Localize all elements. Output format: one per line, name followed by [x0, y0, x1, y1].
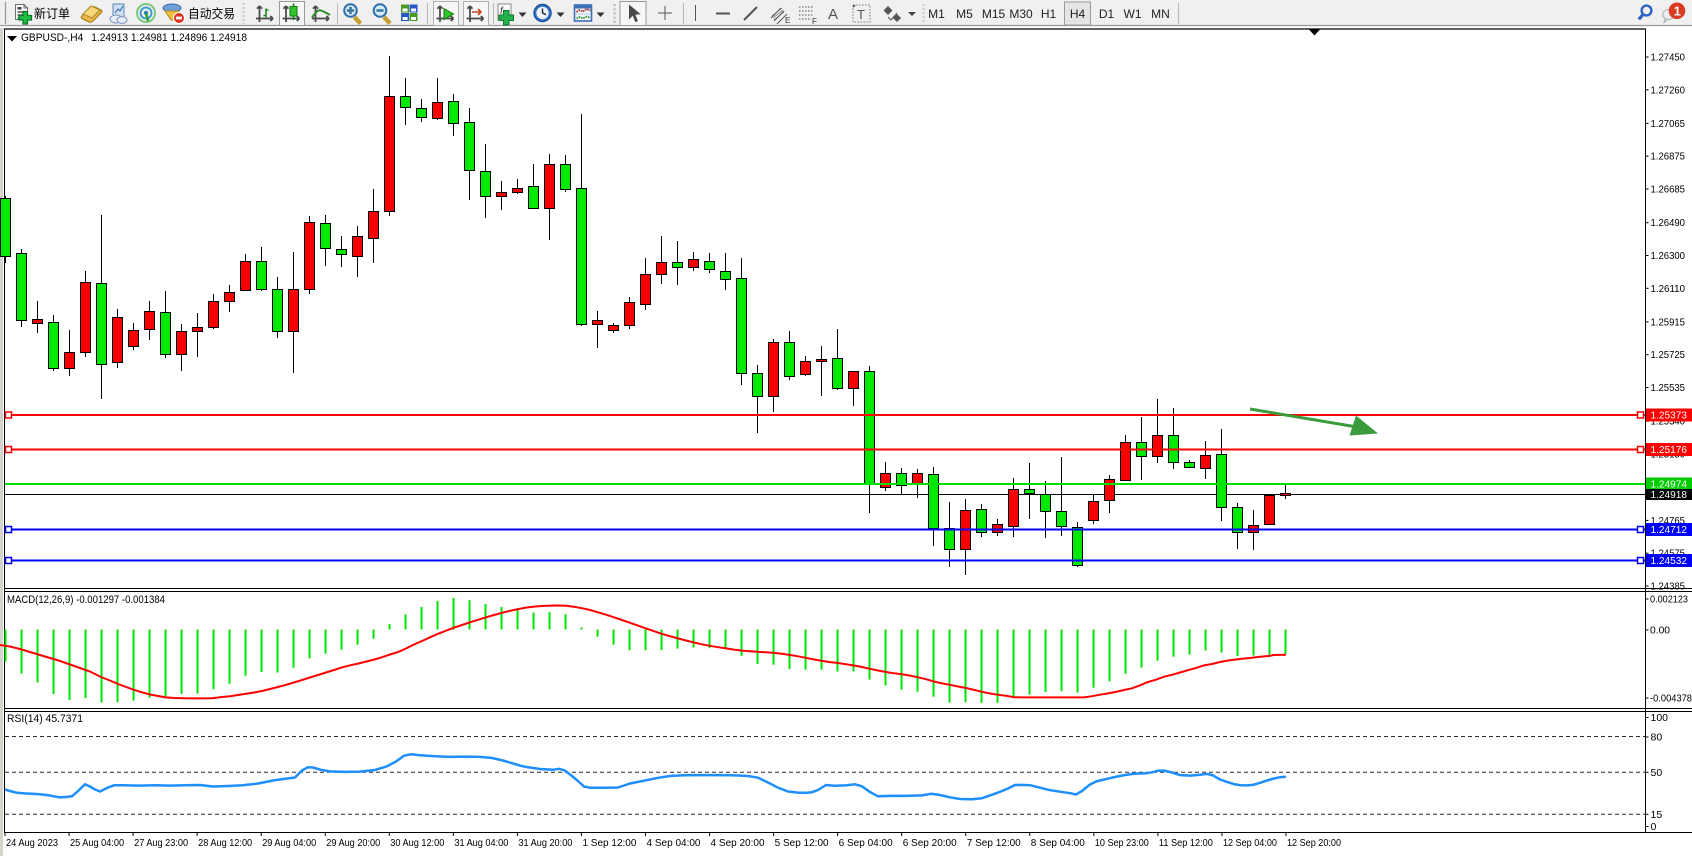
svg-text:27 Aug 23:00: 27 Aug 23:00	[134, 838, 188, 849]
svg-text:10 Sep 23:00: 10 Sep 23:00	[1095, 838, 1149, 849]
svg-text:1.25915: 1.25915	[1651, 316, 1686, 328]
svg-text:0.00: 0.00	[1650, 625, 1670, 637]
svg-text:M1: M1	[928, 7, 945, 21]
svg-text:RSI(14) 45.7371: RSI(14) 45.7371	[7, 713, 83, 725]
svg-text:D1: D1	[1099, 7, 1115, 21]
svg-text:80: 80	[1651, 732, 1663, 744]
svg-text:H1: H1	[1041, 7, 1057, 21]
svg-text:1.26490: 1.26490	[1651, 217, 1686, 229]
svg-text:1.27450: 1.27450	[1651, 52, 1686, 64]
svg-text:MACD(12,26,9) -0.001297 -0.001: MACD(12,26,9) -0.001297 -0.001384	[7, 594, 165, 606]
svg-text:30 Aug 12:00: 30 Aug 12:00	[390, 838, 444, 849]
svg-text:7 Sep 12:00: 7 Sep 12:00	[967, 838, 1021, 849]
svg-text:8 Sep 04:00: 8 Sep 04:00	[1031, 838, 1085, 849]
svg-text:50: 50	[1651, 767, 1663, 779]
svg-text:自动交易: 自动交易	[188, 6, 235, 21]
svg-text:1.24918: 1.24918	[1651, 489, 1688, 501]
svg-text:28 Aug 12:00: 28 Aug 12:00	[198, 838, 252, 849]
svg-text:25 Aug 04:00: 25 Aug 04:00	[70, 838, 124, 849]
svg-text:M15: M15	[982, 7, 1006, 21]
svg-text:M5: M5	[956, 7, 973, 21]
svg-text:1.24385: 1.24385	[1651, 581, 1686, 593]
svg-text:MN: MN	[1151, 7, 1170, 21]
svg-text:T: T	[857, 7, 865, 22]
svg-text:M30: M30	[1009, 7, 1033, 21]
svg-text:1.27065: 1.27065	[1651, 118, 1686, 130]
svg-text:1.25725: 1.25725	[1651, 349, 1686, 361]
svg-text:31 Aug 20:00: 31 Aug 20:00	[518, 838, 572, 849]
svg-text:4 Sep 20:00: 4 Sep 20:00	[711, 838, 765, 849]
svg-text:W1: W1	[1124, 7, 1142, 21]
svg-text:1.25373: 1.25373	[1651, 410, 1688, 422]
svg-text:4 Sep 04:00: 4 Sep 04:00	[647, 838, 701, 849]
svg-text:31 Aug 04:00: 31 Aug 04:00	[454, 838, 508, 849]
svg-text:0.002123: 0.002123	[1650, 594, 1688, 606]
svg-text:0: 0	[1651, 821, 1657, 833]
svg-text:1.24532: 1.24532	[1651, 555, 1688, 567]
svg-text:6 Sep 04:00: 6 Sep 04:00	[839, 838, 893, 849]
svg-text:1.25176: 1.25176	[1651, 444, 1688, 456]
svg-text:1.26875: 1.26875	[1651, 151, 1686, 163]
svg-text:12 Sep 20:00: 12 Sep 20:00	[1287, 838, 1341, 849]
svg-text:1 Sep 12:00: 1 Sep 12:00	[582, 838, 636, 849]
svg-text:100: 100	[1651, 712, 1669, 724]
svg-text:1.24974: 1.24974	[1651, 479, 1688, 491]
svg-text:1: 1	[1674, 3, 1681, 18]
svg-text:A: A	[828, 6, 838, 23]
svg-text:1.24712: 1.24712	[1651, 524, 1688, 536]
svg-text:GBPUSD-,H4 1.24913 1.24981 1.: GBPUSD-,H4 1.24913 1.24981 1.24896 1.249…	[21, 32, 247, 44]
svg-text:-0.004378: -0.004378	[1650, 693, 1692, 705]
svg-text:11 Sep 12:00: 11 Sep 12:00	[1159, 838, 1213, 849]
svg-text:f: f	[500, 6, 504, 17]
svg-text:新订单: 新订单	[34, 6, 70, 21]
svg-text:24 Aug 2023: 24 Aug 2023	[6, 838, 58, 849]
svg-text:E: E	[785, 16, 790, 25]
svg-text:1.27260: 1.27260	[1651, 84, 1686, 96]
svg-text:1.26300: 1.26300	[1651, 250, 1686, 262]
svg-text:1.26110: 1.26110	[1651, 283, 1686, 295]
svg-text:29 Aug 20:00: 29 Aug 20:00	[326, 838, 380, 849]
svg-text:6 Sep 20:00: 6 Sep 20:00	[903, 838, 957, 849]
svg-text:H4: H4	[1070, 7, 1086, 21]
svg-text:F: F	[812, 17, 817, 26]
svg-text:5 Sep 12:00: 5 Sep 12:00	[775, 838, 829, 849]
svg-text:1.25535: 1.25535	[1651, 382, 1686, 394]
svg-text:15: 15	[1651, 809, 1663, 821]
svg-text:1.26685: 1.26685	[1651, 184, 1686, 196]
svg-text:29 Aug 04:00: 29 Aug 04:00	[262, 838, 316, 849]
svg-text:12 Sep 04:00: 12 Sep 04:00	[1223, 838, 1277, 849]
